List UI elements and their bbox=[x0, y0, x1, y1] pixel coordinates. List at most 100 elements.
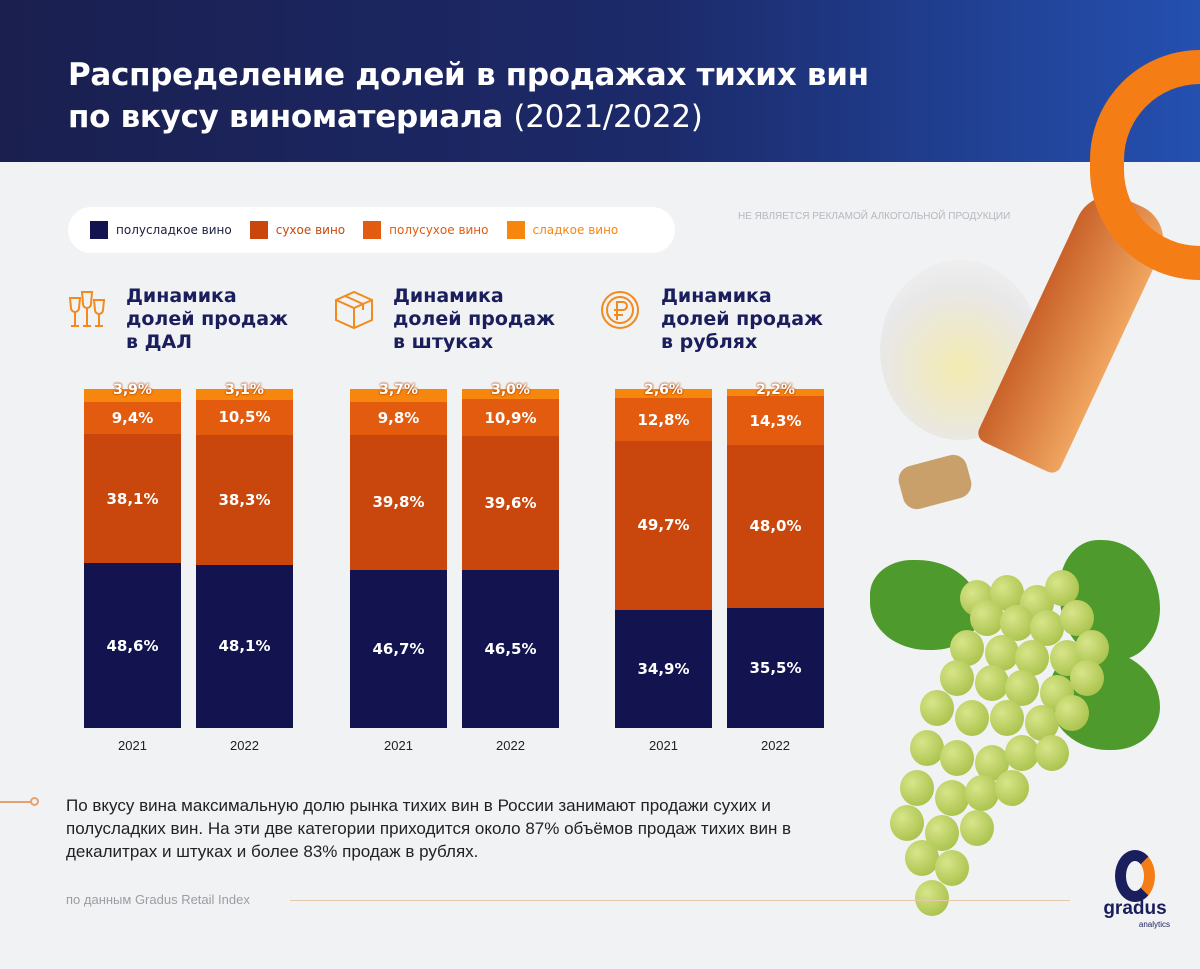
grape bbox=[990, 700, 1024, 736]
grape bbox=[1070, 660, 1104, 696]
bar-segment bbox=[462, 389, 559, 400]
data-label: 38,3% bbox=[218, 491, 271, 510]
bar-segment bbox=[196, 399, 293, 436]
wine-glasses-icon bbox=[68, 291, 106, 327]
data-label: 3,1% bbox=[225, 382, 264, 398]
bar-segment bbox=[462, 399, 559, 437]
legend-label: сухое вино bbox=[275, 223, 346, 237]
x-tick-label: 2022 bbox=[761, 738, 790, 753]
data-label: 46,5% bbox=[484, 640, 537, 659]
chart-title-units: Динамика долей продаж в штуках bbox=[393, 285, 555, 353]
data-label: 46,7% bbox=[372, 639, 425, 658]
data-label: 48,0% bbox=[749, 517, 802, 536]
bar-segment bbox=[615, 609, 712, 728]
chart-title-rubles: Динамика долей продаж в рублях bbox=[661, 285, 823, 353]
grape bbox=[900, 770, 934, 806]
legend-swatch bbox=[506, 221, 525, 239]
legend-label: сладкое вино bbox=[532, 223, 619, 237]
data-label: 39,8% bbox=[372, 493, 425, 512]
legend-swatch bbox=[249, 221, 268, 239]
grape bbox=[915, 880, 949, 916]
bar-segment bbox=[615, 397, 712, 442]
data-label: 38,1% bbox=[106, 489, 159, 508]
title-years: (2021/2022) bbox=[513, 99, 703, 135]
grape bbox=[955, 700, 989, 736]
bar-segment bbox=[84, 563, 181, 728]
legend-label: полусухое вино bbox=[389, 223, 489, 237]
disclaimer: НЕ ЯВЛЯЕТСЯ РЕКЛАМОЙ АЛКОГОЛЬНОЙ ПРОДУКЦ… bbox=[738, 211, 1011, 222]
grape bbox=[1005, 735, 1039, 771]
data-label: 35,5% bbox=[749, 658, 802, 677]
grape bbox=[890, 805, 924, 841]
data-label: 10,5% bbox=[218, 408, 271, 427]
grape bbox=[935, 780, 969, 816]
grape bbox=[940, 660, 974, 696]
x-tick-label: 2022 bbox=[230, 738, 259, 753]
bar-segment bbox=[462, 570, 559, 728]
data-label: 3,0% bbox=[491, 382, 530, 398]
title-line-1: Распределение долей в продажах тихих вин bbox=[68, 57, 869, 93]
x-tick-label: 2021 bbox=[649, 738, 678, 753]
x-tick-label: 2021 bbox=[118, 738, 147, 753]
bar-segment bbox=[727, 389, 824, 397]
grape bbox=[1035, 735, 1069, 771]
data-label: 48,1% bbox=[218, 637, 271, 656]
bar-segment bbox=[350, 434, 447, 570]
data-label: 12,8% bbox=[637, 410, 690, 429]
bar-segment bbox=[727, 607, 824, 728]
bar-segment bbox=[196, 564, 293, 728]
data-label: 2,2% bbox=[756, 382, 795, 398]
bar-segment bbox=[727, 396, 824, 445]
data-label: 2,6% bbox=[644, 382, 683, 398]
header-banner bbox=[0, 0, 1200, 162]
grape bbox=[965, 775, 999, 811]
bar-segment bbox=[196, 389, 293, 400]
x-tick-label: 2021 bbox=[384, 738, 413, 753]
legend-item: полусухое вино bbox=[363, 221, 489, 239]
title-line-2: по вкусу виноматериала bbox=[68, 99, 503, 135]
data-label: 49,7% bbox=[637, 516, 690, 535]
grape bbox=[910, 730, 944, 766]
note-dot bbox=[30, 797, 39, 806]
data-label: 34,9% bbox=[637, 659, 690, 678]
data-label: 48,6% bbox=[106, 636, 159, 655]
data-label: 9,4% bbox=[111, 409, 154, 428]
bar-segment bbox=[196, 435, 293, 565]
grape bbox=[995, 770, 1029, 806]
grape bbox=[940, 740, 974, 776]
grape bbox=[905, 840, 939, 876]
bar-segment bbox=[350, 569, 447, 728]
box-icon bbox=[335, 290, 373, 330]
grape bbox=[970, 600, 1004, 636]
legend-label: полусладкое вино bbox=[116, 223, 232, 237]
data-label: 14,3% bbox=[749, 411, 802, 430]
legend-swatch bbox=[363, 221, 382, 239]
grape bbox=[975, 665, 1009, 701]
x-tick-label: 2022 bbox=[496, 738, 525, 753]
bar-segment bbox=[84, 402, 181, 435]
bar-segment bbox=[84, 434, 181, 564]
bar-segment bbox=[727, 444, 824, 608]
source-text: по данным Gradus Retail Index bbox=[66, 892, 250, 907]
data-label: 3,9% bbox=[113, 382, 152, 398]
grape bbox=[920, 690, 954, 726]
bar-segment bbox=[350, 389, 447, 402]
bar-segment bbox=[615, 441, 712, 610]
page-title: Распределение долей в продажах тихих вин… bbox=[68, 54, 869, 138]
legend-item: полусладкое вино bbox=[90, 221, 232, 239]
gradus-logo: gradus analytics bbox=[1100, 850, 1170, 929]
grape bbox=[960, 810, 994, 846]
cork-image bbox=[895, 451, 975, 513]
source-divider bbox=[290, 900, 1070, 901]
data-label: 3,7% bbox=[379, 382, 418, 398]
legend: полусладкое вино сухое вино полусухое ви… bbox=[68, 207, 675, 253]
data-label: 39,6% bbox=[484, 494, 537, 513]
note-line bbox=[0, 801, 32, 803]
data-label: 10,9% bbox=[484, 408, 537, 427]
bar-segment bbox=[462, 436, 559, 571]
grape bbox=[935, 850, 969, 886]
legend-item: сладкое вино bbox=[506, 221, 619, 239]
bar-segment bbox=[615, 389, 712, 398]
grape bbox=[1055, 695, 1089, 731]
data-label: 9,8% bbox=[377, 409, 420, 428]
